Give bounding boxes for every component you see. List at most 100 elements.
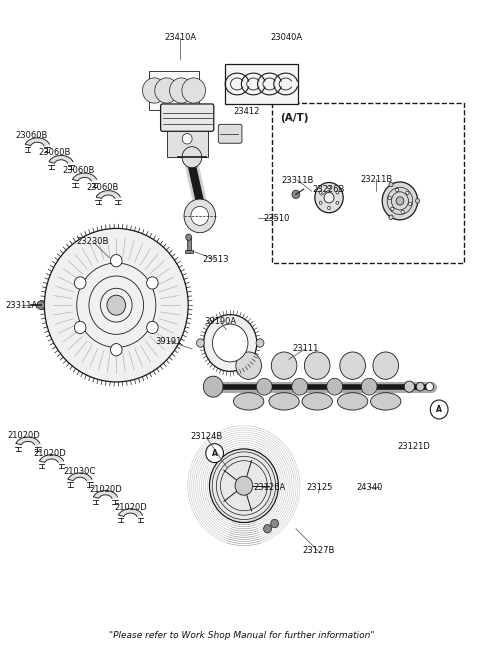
Circle shape [146, 277, 158, 289]
Circle shape [236, 352, 262, 379]
Circle shape [155, 78, 179, 103]
Text: 23311A: 23311A [6, 300, 38, 310]
Text: 39191: 39191 [155, 337, 181, 346]
Circle shape [264, 525, 272, 533]
Circle shape [416, 199, 420, 203]
Text: 21020D: 21020D [34, 449, 66, 458]
Polygon shape [16, 437, 40, 445]
Circle shape [304, 352, 330, 379]
Text: 24340: 24340 [356, 483, 383, 491]
Text: 23121D: 23121D [397, 442, 431, 451]
Text: 23513: 23513 [202, 255, 229, 264]
Text: 23060B: 23060B [62, 166, 95, 174]
Text: 21020D: 21020D [8, 431, 40, 440]
Polygon shape [25, 138, 49, 146]
Polygon shape [72, 173, 96, 181]
Bar [225, 64, 298, 104]
Circle shape [44, 228, 188, 382]
Text: 23412: 23412 [233, 107, 260, 116]
Bar [167, 129, 208, 157]
Circle shape [37, 301, 45, 310]
Circle shape [182, 78, 205, 103]
Circle shape [292, 379, 308, 395]
Bar [185, 250, 192, 253]
Bar [149, 71, 199, 110]
Circle shape [146, 321, 158, 334]
Text: 23127B: 23127B [302, 546, 335, 556]
Circle shape [319, 201, 322, 204]
Circle shape [107, 295, 126, 315]
Circle shape [391, 207, 394, 211]
Text: 23410A: 23410A [164, 33, 196, 43]
Text: "Please refer to Work Shop Manual for further information": "Please refer to Work Shop Manual for fu… [109, 631, 374, 640]
Circle shape [206, 443, 224, 462]
Circle shape [373, 352, 398, 379]
Text: 23510: 23510 [264, 214, 290, 223]
Text: 23060B: 23060B [86, 184, 118, 192]
Circle shape [209, 449, 278, 523]
Circle shape [213, 324, 248, 362]
Circle shape [336, 191, 339, 194]
Text: 23060B: 23060B [15, 131, 48, 140]
Circle shape [382, 182, 418, 220]
Circle shape [416, 382, 424, 391]
Circle shape [389, 182, 393, 187]
Circle shape [235, 476, 253, 495]
Ellipse shape [371, 393, 401, 410]
Polygon shape [96, 191, 120, 199]
FancyBboxPatch shape [161, 104, 214, 131]
Circle shape [388, 196, 391, 199]
Circle shape [327, 186, 330, 189]
Text: 21020D: 21020D [89, 485, 122, 494]
Ellipse shape [269, 393, 299, 410]
Circle shape [143, 78, 166, 103]
Text: 23230B: 23230B [76, 237, 109, 246]
Circle shape [110, 255, 122, 267]
Circle shape [74, 321, 86, 334]
Circle shape [256, 338, 264, 347]
Circle shape [319, 191, 322, 194]
Circle shape [204, 315, 257, 371]
Circle shape [292, 190, 300, 199]
Text: 21020D: 21020D [114, 503, 147, 512]
Text: (A/T): (A/T) [280, 113, 309, 123]
Polygon shape [119, 509, 143, 516]
FancyBboxPatch shape [218, 124, 242, 143]
Circle shape [404, 381, 415, 392]
Circle shape [191, 207, 209, 226]
Circle shape [427, 384, 432, 390]
Ellipse shape [337, 393, 368, 410]
Text: 23060B: 23060B [38, 148, 71, 157]
Circle shape [256, 379, 272, 395]
Text: 39190A: 39190A [204, 317, 236, 326]
Circle shape [406, 191, 409, 195]
Circle shape [184, 199, 216, 233]
Circle shape [389, 215, 393, 220]
Circle shape [110, 344, 122, 356]
Polygon shape [39, 455, 63, 462]
Text: 23226B: 23226B [313, 185, 345, 194]
Circle shape [408, 202, 412, 205]
Circle shape [396, 197, 404, 205]
Circle shape [315, 182, 343, 213]
Circle shape [196, 338, 204, 347]
Polygon shape [49, 155, 73, 163]
Circle shape [186, 234, 192, 240]
Bar [272, 103, 464, 263]
Circle shape [336, 201, 339, 204]
Text: 23111: 23111 [292, 344, 319, 354]
Circle shape [271, 352, 297, 379]
Polygon shape [94, 491, 118, 499]
Text: 23211B: 23211B [360, 175, 393, 184]
Ellipse shape [233, 393, 264, 410]
Text: 23125: 23125 [306, 483, 333, 491]
Text: 23124B: 23124B [190, 432, 222, 441]
Circle shape [182, 134, 192, 144]
Circle shape [204, 376, 223, 397]
Text: 23126A: 23126A [254, 483, 286, 491]
Circle shape [340, 352, 365, 379]
Text: 23311B: 23311B [281, 176, 313, 184]
Ellipse shape [302, 393, 332, 410]
Circle shape [327, 379, 343, 395]
Circle shape [401, 210, 404, 214]
